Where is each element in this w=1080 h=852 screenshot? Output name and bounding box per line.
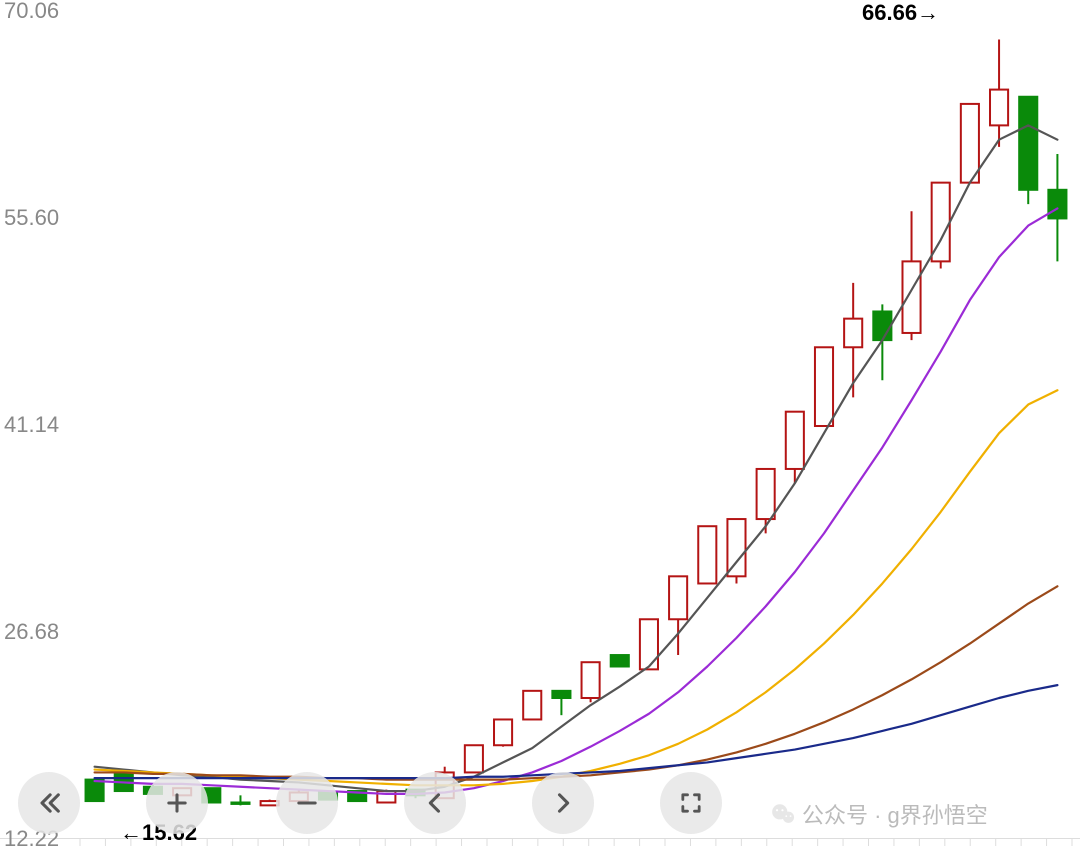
watermark: 公众号 · g界孙悟空 (770, 798, 988, 830)
chevron-left-icon (421, 789, 449, 817)
prev-button[interactable] (404, 772, 466, 834)
y-axis-label: 55.60 (4, 205, 59, 231)
double-chevron-left-icon (35, 789, 63, 817)
y-axis-label: 70.06 (4, 0, 59, 24)
plus-icon (163, 789, 191, 817)
watermark-text: 公众号 · g界孙悟空 (802, 798, 988, 830)
zoom-in-button[interactable] (146, 772, 208, 834)
fullscreen-icon (677, 789, 705, 817)
minus-icon (293, 789, 321, 817)
chart-svg (0, 0, 1080, 852)
y-axis-label: 41.14 (4, 412, 59, 438)
zoom-out-button[interactable] (276, 772, 338, 834)
wechat-icon (770, 801, 796, 827)
annotation-high: 66.66→ (862, 0, 939, 26)
rewind-button[interactable] (18, 772, 80, 834)
chevron-right-icon (549, 789, 577, 817)
y-axis-label: 26.68 (4, 619, 59, 645)
fullscreen-button[interactable] (660, 772, 722, 834)
next-button[interactable] (532, 772, 594, 834)
candlestick-chart: 66.66→ ←15.62 公众号 · g界孙悟空 70.0655.6041.1… (0, 0, 1080, 852)
